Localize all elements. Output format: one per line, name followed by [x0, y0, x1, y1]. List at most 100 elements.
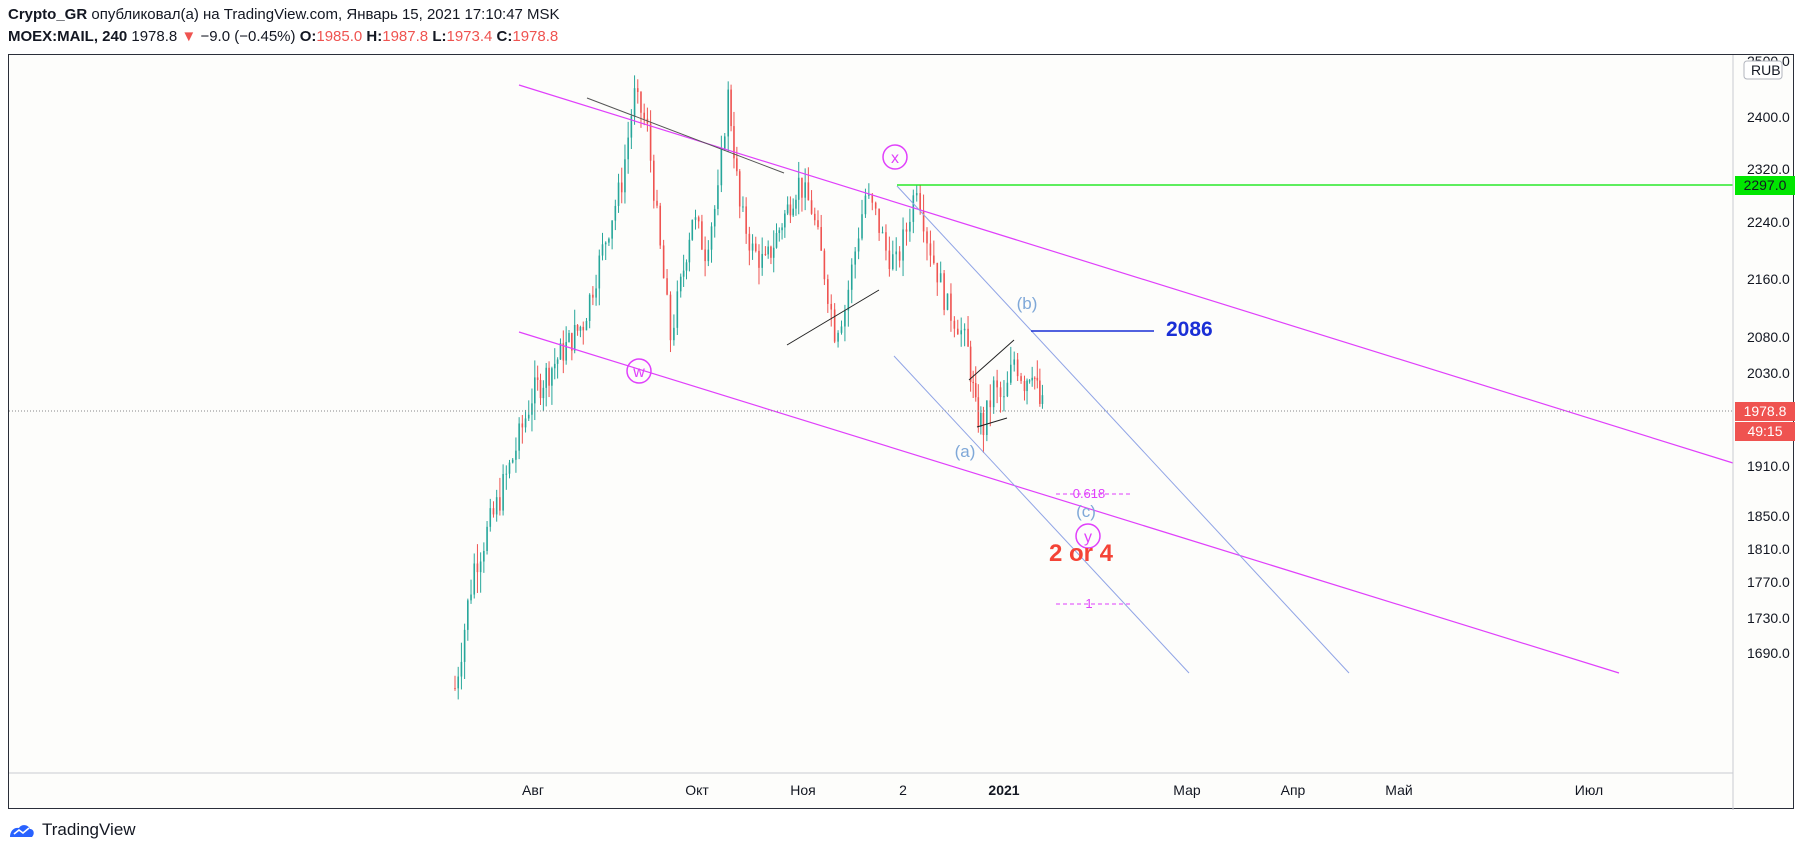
channel-line-blue-2: [893, 355, 1190, 674]
price-label-timer: 49:15: [1747, 423, 1782, 439]
candle-body: [786, 204, 789, 214]
candle-body: [508, 462, 511, 474]
chart-header: Crypto_GR опубликовал(а) на TradingView.…: [8, 4, 560, 48]
candle-body: [761, 253, 763, 268]
close-value: 1978.8: [512, 28, 559, 45]
candle-body: [518, 423, 520, 451]
candle-body: [1033, 377, 1036, 379]
last-price: 1978.8: [131, 28, 178, 45]
candle-body: [939, 273, 942, 283]
symbol-label[interactable]: MOEX:MAIL, 240: [8, 28, 128, 45]
candle-body: [953, 320, 956, 329]
candle-body: [531, 403, 533, 415]
candle-body: [772, 247, 775, 258]
candle-body: [457, 676, 460, 689]
candle-body: [582, 326, 585, 331]
candle-body: [483, 551, 485, 562]
candle-body: [933, 255, 935, 263]
candle-body: [905, 229, 908, 232]
candle-body: [1009, 364, 1012, 383]
candle-body: [745, 206, 747, 234]
candle-body: [489, 508, 492, 527]
candle-body: [573, 324, 576, 351]
candle-body: [967, 328, 969, 347]
candle-body: [568, 333, 570, 342]
candle-body: [521, 423, 524, 428]
candle-body: [653, 160, 655, 201]
price-tick-label: 2030.0: [1747, 365, 1790, 381]
fib-0618-label: 0.618: [1073, 486, 1106, 501]
brand-name[interactable]: TradingView: [42, 820, 136, 839]
open-label: O:: [299, 28, 317, 45]
candle-body: [963, 328, 966, 331]
tradingview-logo-icon[interactable]: [8, 821, 36, 839]
candle-body: [1026, 380, 1028, 392]
candle-body: [608, 238, 610, 243]
drawings-group: w x y (b) (a) (c) 2086 2 or 4 0.618 1: [9, 84, 1734, 674]
time-tick-label: 2: [899, 782, 907, 798]
candle-body: [781, 227, 783, 231]
candle-body: [1023, 380, 1026, 392]
candle-body: [679, 276, 682, 292]
candle-body: [636, 88, 639, 93]
candle-body: [723, 136, 726, 149]
candle-body: [830, 303, 833, 310]
candle-body: [857, 238, 860, 252]
candle-body: [454, 688, 456, 689]
candle-body: [956, 328, 959, 335]
candle-body: [943, 273, 945, 310]
open-value: 1985.0: [316, 28, 363, 45]
price-tick-label: 2240.0: [1747, 214, 1790, 230]
candle-body: [929, 243, 932, 256]
price-tick-label: 1770.0: [1747, 574, 1790, 590]
price-axis: 2500.02400.02320.02240.02160.02080.02030…: [1743, 55, 1790, 661]
candle-body: [770, 246, 772, 258]
candle-body: [742, 206, 744, 208]
candle-body: [717, 185, 719, 209]
candle-body: [827, 279, 829, 304]
candle-body: [467, 600, 469, 630]
wave-c-label: (c): [1076, 502, 1096, 521]
candle-body: [576, 324, 579, 331]
channel-line-blue-1: [896, 185, 1350, 674]
candle-body: [915, 193, 918, 196]
candle-body: [548, 367, 550, 386]
low-value: 1973.4: [446, 28, 493, 45]
candle-body: [585, 320, 588, 331]
time-tick-label: Окт: [685, 782, 709, 798]
candle-body: [986, 400, 988, 436]
candle-body: [730, 89, 732, 127]
candle-body: [556, 359, 559, 364]
candle-body: [733, 126, 735, 159]
candle-body: [1028, 380, 1031, 382]
candle-body: [1041, 395, 1044, 404]
candle-body: [1016, 359, 1019, 377]
candle-body: [736, 158, 738, 172]
candle-body: [476, 563, 479, 573]
candle-body: [592, 294, 594, 298]
candle-body: [486, 526, 488, 552]
candle-body: [559, 343, 562, 360]
author-name[interactable]: Crypto_GR: [8, 6, 88, 23]
candle-body: [885, 232, 887, 251]
triangle-line-1: [786, 289, 880, 346]
candle-body: [912, 195, 915, 222]
wave-a-label: (a): [955, 442, 976, 461]
candle-body: [611, 220, 613, 239]
candle-body: [844, 310, 846, 327]
currency-badge: [1743, 60, 1783, 80]
candle-body: [888, 250, 891, 270]
candle-body: [902, 229, 904, 261]
candle-body: [479, 561, 482, 573]
trend-line-dark: [586, 97, 785, 174]
candle-body: [881, 232, 884, 234]
candle-body: [868, 194, 870, 196]
candle-body: [553, 363, 556, 369]
candle-body: [804, 182, 806, 198]
candle-body: [810, 200, 813, 214]
candle-body: [748, 233, 751, 251]
low-label: L:: [432, 28, 447, 45]
candle-body: [562, 343, 565, 361]
